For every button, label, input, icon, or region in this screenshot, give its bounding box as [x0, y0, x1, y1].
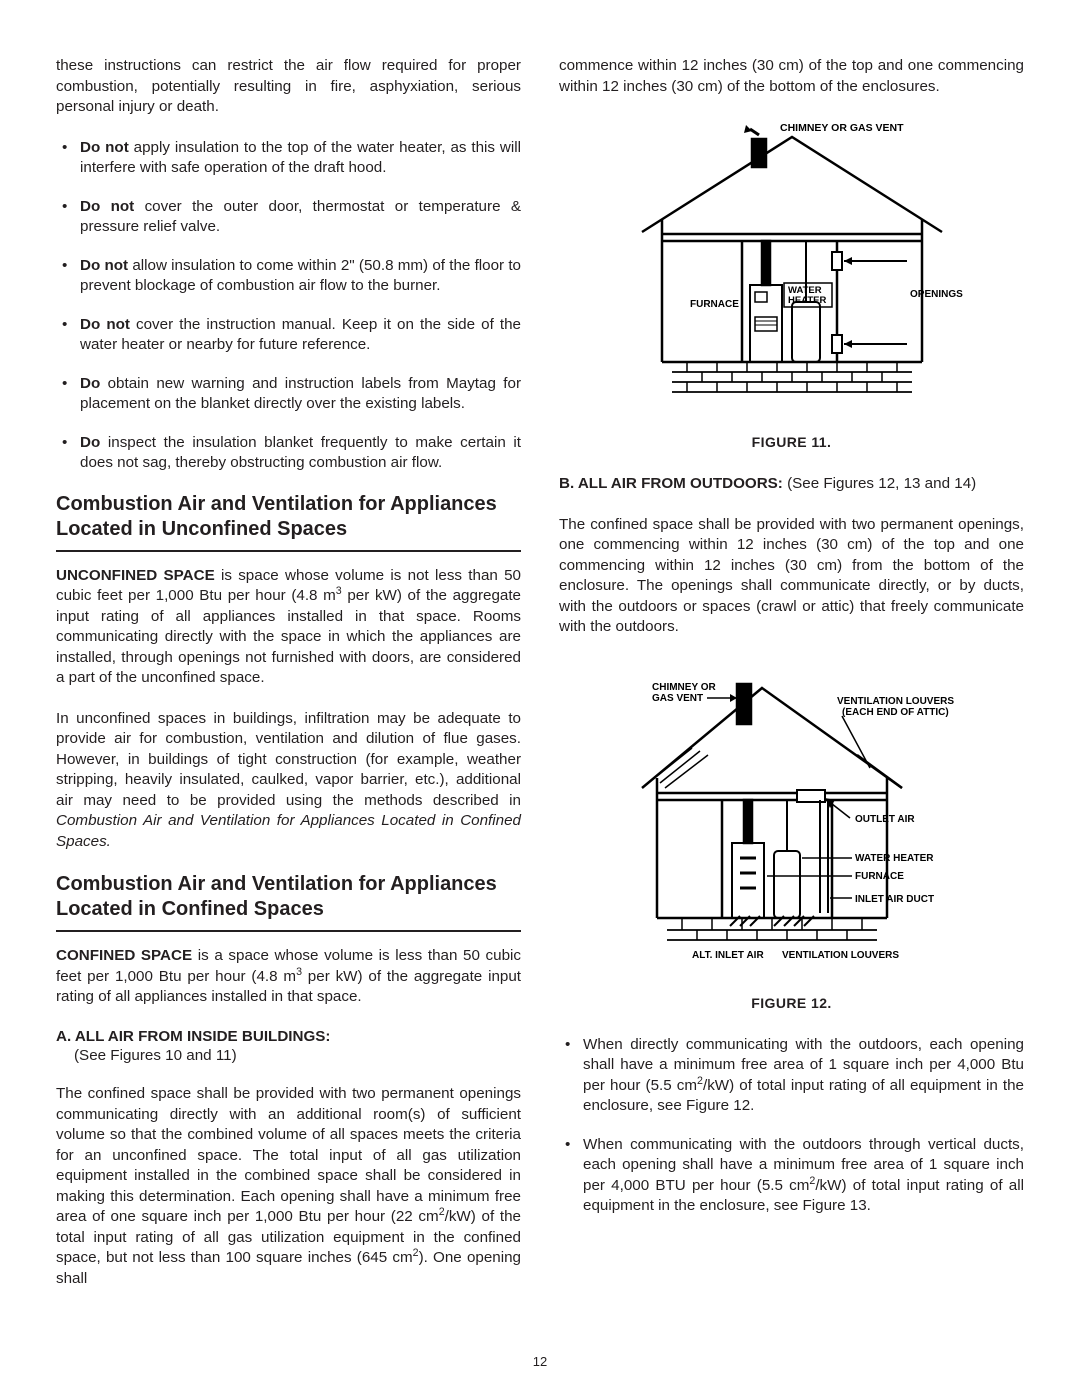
fig12-lbl-wh: WATER HEATER — [855, 853, 934, 864]
list-item: Do inspect the insulation blanket freque… — [80, 433, 521, 474]
fig12-caption: FIGURE 12. — [559, 995, 1024, 1011]
list-item: Do not cover the outer door, thermostat … — [80, 197, 521, 238]
fig11-lbl-furnace: FURNACE — [690, 299, 739, 310]
fig12-lbl-chimney: CHIMNEY OR — [652, 682, 716, 693]
figure-11-svg: CHIMNEY OR GAS VENT FURNACE WATER HEATER… — [612, 117, 972, 417]
list-item: Do not cover the instruction manual. Kee… — [80, 315, 521, 356]
fig11-lbl-chimney: CHIMNEY OR GAS VENT — [780, 122, 904, 134]
intro-para: these instructions can restrict the air … — [56, 56, 521, 118]
do-donot-list: Do not apply insulation to the top of th… — [56, 138, 521, 474]
confined-p1: CONFINED SPACE is a space whose volume i… — [56, 946, 521, 1008]
list-item: When directly communicating with the out… — [583, 1035, 1024, 1117]
unconfined-p1: UNCONFINED SPACE is space whose volume i… — [56, 566, 521, 689]
sub-a-head: A. ALL AIR FROM INSIDE BUILDINGS: — [56, 1028, 521, 1045]
list-item: When communicating with the outdoors thr… — [583, 1135, 1024, 1217]
figure-12-svg: CHIMNEY OR GAS VENT VENTILATION LOUVERS … — [602, 658, 982, 978]
fig11-lbl-heater: HEATER — [788, 295, 826, 306]
heading-unconfined: Combustion Air and Ventilation for Appli… — [56, 492, 521, 552]
fig12-lbl-vent1: VENTILATION LOUVERS — [837, 696, 954, 707]
fig12-lbl-inlet: INLET AIR DUCT — [855, 894, 934, 905]
cont-para: commence within 12 inches (30 cm) of the… — [559, 56, 1024, 97]
fig12-lbl-vent2: (EACH END OF ATTIC) — [842, 707, 949, 718]
figure-12: CHIMNEY OR GAS VENT VENTILATION LOUVERS … — [559, 658, 1024, 1011]
heading-confined: Combustion Air and Ventilation for Appli… — [56, 872, 521, 932]
right-column: commence within 12 inches (30 cm) of the… — [559, 56, 1024, 1346]
fig12-lbl-vl: VENTILATION LOUVERS — [782, 950, 899, 961]
fig12-lbl-outlet: OUTLET AIR — [855, 814, 915, 825]
list-item: Do not allow insulation to come within 2… — [80, 256, 521, 297]
list-item: Do obtain new warning and instruction la… — [80, 374, 521, 415]
fig11-caption: FIGURE 11. — [559, 434, 1024, 450]
fig12-lbl-alt: ALT. INLET AIR — [692, 950, 764, 961]
sub-a-body: The confined space shall be provided wit… — [56, 1084, 521, 1289]
fig11-lbl-openings: OPENINGS — [910, 289, 963, 300]
left-column: these instructions can restrict the air … — [56, 56, 521, 1346]
b-head-line: B. ALL AIR FROM OUTDOORS: (See Figures 1… — [559, 474, 1024, 495]
outdoors-bullets: When directly communicating with the out… — [559, 1035, 1024, 1217]
unconfined-p2: In unconfined spaces in buildings, infil… — [56, 709, 521, 853]
figure-11: CHIMNEY OR GAS VENT FURNACE WATER HEATER… — [559, 117, 1024, 450]
list-item: Do not apply insulation to the top of th… — [80, 138, 521, 179]
sub-a-ref: (See Figures 10 and 11) — [56, 1047, 521, 1064]
fig12-lbl-furnace: FURNACE — [855, 871, 904, 882]
page-number: 12 — [56, 1354, 1024, 1369]
b-body: The confined space shall be provided wit… — [559, 515, 1024, 638]
fig12-lbl-gasvent: GAS VENT — [652, 693, 703, 704]
